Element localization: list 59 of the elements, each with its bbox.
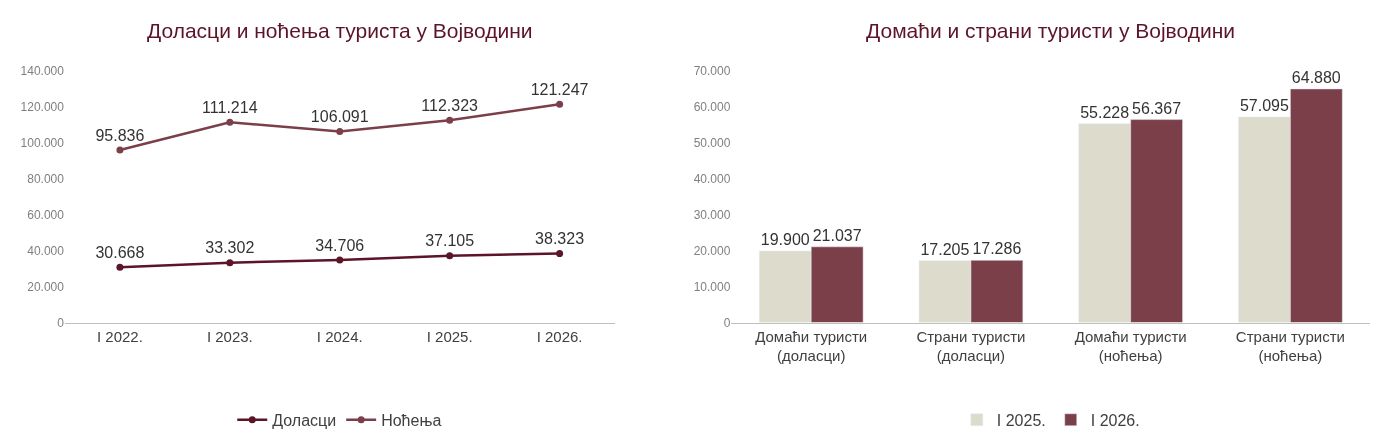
data-label: 57.095 xyxy=(1239,96,1289,114)
y-tick-label: 60.000 xyxy=(693,99,731,114)
y-tick-label: 40.000 xyxy=(693,171,731,186)
point xyxy=(116,146,124,154)
data-label: 111.214 xyxy=(202,98,258,116)
data-label: 17.286 xyxy=(972,240,1022,258)
y-tick-label: 50.000 xyxy=(693,135,731,150)
y-tick-label: 100.000 xyxy=(20,135,65,150)
point xyxy=(556,250,564,258)
y-tick-label: 20.000 xyxy=(27,279,65,294)
y-tick-label: 120.000 xyxy=(20,99,65,114)
point xyxy=(336,256,344,264)
chart-title: Доласци и ноћења туриста у Војводини xyxy=(147,19,533,42)
point xyxy=(226,259,234,267)
chart-title: Домаћи и страни туристи у Војводини xyxy=(866,19,1236,42)
y-tick-label: 140.000 xyxy=(20,63,65,78)
data-label: 56.367 xyxy=(1132,99,1182,117)
point xyxy=(446,116,454,124)
x-tick-label: Домаћи туристи (ноћења) xyxy=(1074,327,1187,365)
data-label: 64.880 xyxy=(1291,68,1341,86)
y-tick-label: 0 xyxy=(57,315,65,330)
legend-label: Ноћења xyxy=(381,411,442,429)
y-tick-label: 70.000 xyxy=(693,63,731,78)
data-label: 37.105 xyxy=(425,232,475,250)
y-tick-label: 60.000 xyxy=(27,207,65,222)
x-tick-label: Домаћи туристи (доласци) xyxy=(755,327,868,365)
legend-label: Доласци xyxy=(272,411,337,429)
x-tick-label: Страни туристи (ноћења) xyxy=(1235,327,1345,365)
y-tick-label: 20.000 xyxy=(693,243,731,258)
x-tick-label: I 2024. xyxy=(316,327,363,345)
legend-label: I 2025. xyxy=(996,411,1046,429)
y-tick-label: 30.000 xyxy=(693,207,731,222)
data-label: 112.323 xyxy=(421,96,479,114)
y-tick-label: 80.000 xyxy=(27,171,65,186)
data-label: 38.323 xyxy=(535,230,585,248)
x-tick-label: I 2026. xyxy=(536,327,583,345)
y-tick-label: 40.000 xyxy=(27,243,65,258)
y-tick-label: 10.000 xyxy=(693,279,731,294)
x-tick-label: I 2022. xyxy=(96,327,143,345)
x-tick-label: I 2023. xyxy=(206,327,253,345)
data-label: 121.247 xyxy=(530,80,589,98)
data-label: 21.037 xyxy=(812,226,862,244)
data-label: 19.900 xyxy=(760,230,810,248)
x-tick-label: I 2025. xyxy=(426,327,473,345)
point xyxy=(226,118,234,126)
data-label: 30.668 xyxy=(95,243,145,261)
data-label: 34.706 xyxy=(315,236,365,254)
point xyxy=(446,252,454,260)
y-tick-label: 0 xyxy=(723,315,731,330)
data-label: 55.228 xyxy=(1080,103,1130,121)
legend-label: I 2026. xyxy=(1090,411,1140,429)
data-label: 106.091 xyxy=(310,108,369,126)
point xyxy=(116,263,124,271)
x-tick-label: Страни туристи (доласци) xyxy=(916,327,1026,365)
point xyxy=(556,100,564,108)
point xyxy=(336,128,344,136)
data-label: 33.302 xyxy=(205,239,255,257)
data-label: 17.205 xyxy=(920,240,970,258)
data-label: 95.836 xyxy=(95,126,145,144)
